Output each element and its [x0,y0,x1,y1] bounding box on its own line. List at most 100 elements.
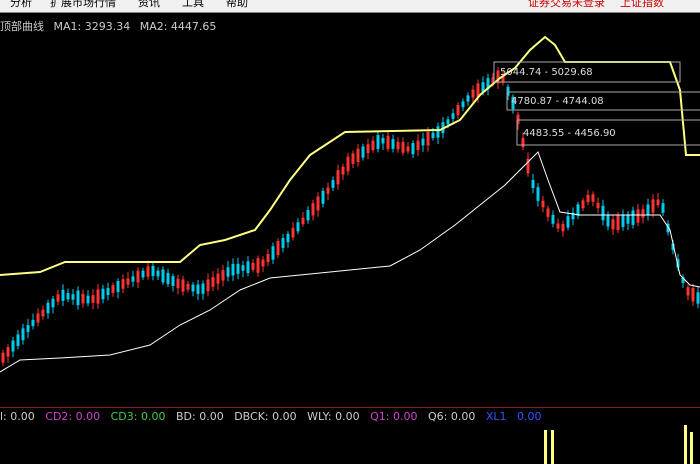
candle-body [311,203,315,216]
price-box-1-label: 5044.74 - 5029.68 [500,67,593,78]
indicator-title-line: 顶部曲线 MA1: 3293.34 MA2: 4447.65 [0,18,222,34]
candle-body [226,267,230,277]
candle-body [426,131,430,146]
candle-body [346,156,350,172]
candle-body [386,135,390,149]
candle-body [656,199,660,205]
candle-body [621,215,625,227]
candle-body [636,209,640,223]
candle-body [171,276,175,286]
sub-ind-q1: Q1: 0.00 [370,410,418,423]
candle-body [281,238,285,248]
menu-help[interactable]: 帮助 [226,0,248,9]
candle-body [71,294,75,300]
sub-indicator-bars [544,425,693,464]
candle-body [306,209,310,221]
candle-body [36,313,40,323]
candle-body [66,292,70,300]
candle-body [431,132,435,138]
menu-analysis[interactable]: 分析 [10,0,32,9]
ma1-line [0,151,700,373]
candle-body [41,309,45,317]
ma2-line [0,35,700,276]
candle-body [576,204,580,216]
candle-body [616,215,620,231]
candle-body [81,293,85,304]
candle-body [696,292,700,304]
sub-ind-xl1: XL1 [485,410,507,423]
price-box-2-label: 4780.87 - 4744.08 [511,96,604,107]
candle-body [561,223,565,232]
candle-body [626,214,630,224]
sub-bar [544,430,547,464]
candle-body [566,216,570,228]
candles-group [1,67,700,367]
candle-body [91,295,95,303]
price-box-3-label: 4483.55 - 4456.90 [523,128,616,139]
menu-news[interactable]: 资讯 [138,0,160,9]
candle-body [61,289,65,301]
candle-body [51,298,55,308]
candle-body [351,153,355,164]
candle-body [291,227,295,238]
candle-body [496,70,500,84]
candle-body [251,262,255,270]
candle-body [146,266,150,277]
candle-body [531,179,535,189]
candle-body [376,135,380,149]
candle-body [196,284,200,294]
candle-body [76,290,80,306]
candle-body [541,200,545,208]
candle-body [191,284,195,292]
candle-body [31,319,35,327]
ma1-value: MA1: 3293.34 [53,20,131,33]
candle-body [646,204,650,216]
indicator-name: 顶部曲线 [0,20,44,33]
candle-body [556,223,560,229]
candle-body [361,146,365,158]
candle-body [301,217,305,225]
candle-body [511,96,515,110]
candle-body [601,205,605,221]
candle-body [606,214,610,227]
ma2-value: MA2: 4447.65 [139,20,217,33]
candle-body [571,212,575,220]
candle-body [111,285,115,293]
candle-body [371,140,375,151]
menu-bar: 分析 扩展市场行情 资讯 工具 帮助 证券交易未登录 上证指数 [0,0,700,13]
candle-body [436,126,440,138]
menu-extended-market[interactable]: 扩展市场行情 [50,0,116,9]
sub-ind-xl1-value: 0.00 [517,410,542,423]
candle-body [56,294,60,302]
candle-body [86,295,90,304]
candle-body [691,287,695,302]
candle-body [391,139,395,149]
candle-body [316,196,320,211]
candle-body [506,86,510,96]
candle-body [266,253,270,263]
candle-body [411,143,415,155]
candle-body [1,352,5,363]
sub-ind-cd2: CD2: 0.00 [45,410,101,423]
candle-body [286,233,290,243]
candle-body [521,138,525,148]
candle-body [591,194,595,202]
menu-tools[interactable]: 工具 [182,0,204,9]
candle-body [46,302,50,314]
price-box-1: 5044.74 - 5029.68 [493,61,681,83]
candle-body [686,287,690,296]
candle-body [651,199,655,213]
candle-body [261,259,265,267]
candle-body [406,146,410,152]
candle-body [221,270,225,281]
candle-body [176,278,180,289]
index-name-link[interactable]: 上证指数 [620,0,664,9]
candle-body [321,190,325,204]
candle-body [216,273,220,284]
candle-body [136,270,140,283]
candle-body [421,138,425,146]
candle-body [166,272,170,285]
candle-body [16,334,20,346]
sub-bar [690,432,693,464]
